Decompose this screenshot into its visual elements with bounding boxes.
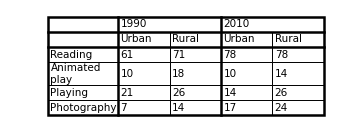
Bar [221, 100, 273, 115]
Text: 71: 71 [172, 50, 185, 60]
Bar [273, 47, 324, 62]
Bar [221, 17, 324, 32]
Text: Urban: Urban [121, 34, 152, 44]
Text: Photography: Photography [50, 103, 117, 113]
Bar [221, 85, 273, 100]
Text: 10: 10 [223, 69, 236, 79]
Text: 1990: 1990 [121, 19, 147, 29]
Bar [170, 47, 221, 62]
Text: Reading: Reading [50, 50, 93, 60]
Bar [273, 85, 324, 100]
Text: Rural: Rural [172, 34, 199, 44]
Text: Rural: Rural [275, 34, 302, 44]
Text: 14: 14 [172, 103, 185, 113]
Bar [118, 17, 221, 32]
Text: 2010: 2010 [223, 19, 250, 29]
Text: 21: 21 [121, 88, 134, 98]
Bar [48, 32, 118, 47]
Bar [273, 100, 324, 115]
Bar [221, 62, 273, 85]
Bar [221, 32, 273, 47]
Text: Animated
play: Animated play [50, 63, 101, 84]
Bar [118, 62, 170, 85]
Bar [170, 100, 221, 115]
Text: 18: 18 [172, 69, 185, 79]
Text: 78: 78 [223, 50, 237, 60]
Text: 78: 78 [275, 50, 288, 60]
Bar [118, 85, 170, 100]
Bar [170, 32, 221, 47]
Text: 14: 14 [275, 69, 288, 79]
Text: 17: 17 [223, 103, 237, 113]
Bar [273, 32, 324, 47]
Text: 24: 24 [275, 103, 288, 113]
Bar [170, 85, 221, 100]
Text: Urban: Urban [223, 34, 255, 44]
Bar [273, 62, 324, 85]
Bar [48, 62, 118, 85]
Text: 14: 14 [223, 88, 237, 98]
Text: 10: 10 [121, 69, 134, 79]
Bar [118, 47, 170, 62]
Bar [118, 32, 170, 47]
Bar [48, 100, 118, 115]
Bar [48, 17, 118, 32]
Bar [170, 62, 221, 85]
Text: 7: 7 [121, 103, 127, 113]
Text: 26: 26 [172, 88, 185, 98]
Bar [48, 47, 118, 62]
Text: Playing: Playing [50, 88, 89, 98]
Text: 61: 61 [121, 50, 134, 60]
Bar [48, 85, 118, 100]
Bar [221, 47, 273, 62]
Text: 26: 26 [275, 88, 288, 98]
Bar [118, 100, 170, 115]
